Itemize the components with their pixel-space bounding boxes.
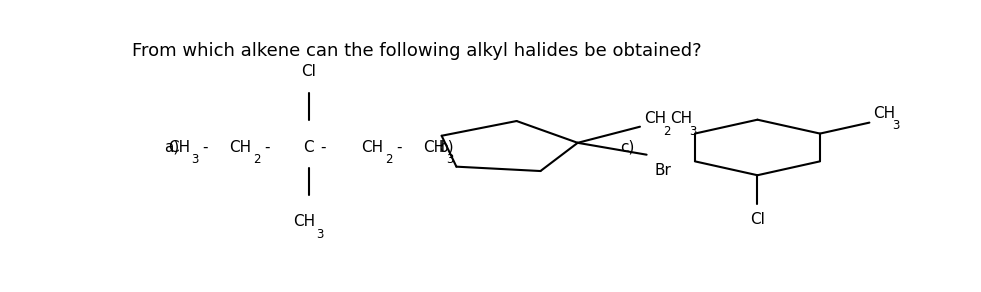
Text: Cl: Cl [750, 212, 765, 227]
Text: C: C [303, 140, 314, 155]
Text: 3: 3 [892, 119, 900, 133]
Text: Cl: Cl [301, 64, 316, 79]
Text: CH: CH [873, 106, 896, 121]
Text: 3: 3 [317, 227, 324, 241]
Text: CH: CH [644, 111, 666, 126]
Text: -: - [396, 140, 402, 155]
Text: c): c) [621, 140, 635, 155]
Text: CH: CH [293, 214, 316, 229]
Text: 3: 3 [690, 125, 697, 138]
Text: -: - [320, 140, 326, 155]
Text: a): a) [165, 140, 180, 155]
Text: 2: 2 [385, 153, 392, 166]
Text: b): b) [439, 140, 454, 155]
Text: 3: 3 [446, 153, 454, 166]
Text: 2: 2 [663, 125, 670, 138]
Text: Br: Br [654, 163, 671, 178]
Text: 3: 3 [191, 153, 198, 166]
Text: -: - [203, 140, 208, 155]
Text: 2: 2 [253, 153, 260, 166]
Text: CH: CH [168, 140, 190, 155]
Text: CH: CH [362, 140, 384, 155]
Text: CH: CH [423, 140, 445, 155]
Text: CH: CH [670, 111, 693, 126]
Text: CH: CH [230, 140, 252, 155]
Text: -: - [265, 140, 270, 155]
Text: From which alkene can the following alkyl halides be obtained?: From which alkene can the following alky… [131, 42, 701, 60]
